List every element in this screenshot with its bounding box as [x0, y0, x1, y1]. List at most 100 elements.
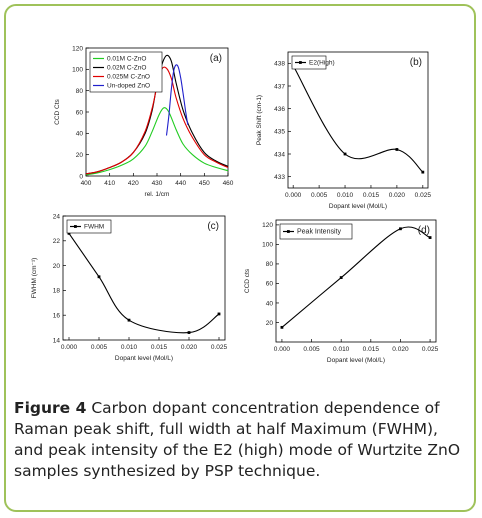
panel-b-legend-box [291, 55, 327, 70]
panel-a-y-tick-label: 120 [72, 45, 83, 52]
panel-a-legend-label: 0.025M C-ZnO [107, 74, 150, 81]
panel-c-data-point [97, 275, 101, 279]
figure-caption: Figure 4 Carbon dopant concentration dep… [14, 398, 464, 482]
panel-d-x-tick-label: 0.015 [363, 346, 380, 353]
panel-a-legend-label: 0.01M C-ZnO [107, 56, 146, 63]
panel-b-label: (b) [410, 57, 422, 68]
panel-b-data-point [343, 152, 347, 156]
panel-c-x-tick-label: 0.020 [181, 344, 198, 351]
panel-a-series-line [165, 64, 189, 136]
panel-c-data-point [67, 231, 71, 235]
panel-c-y-tick-label: 14 [53, 337, 61, 344]
panel-c-x-tick-label: 0.000 [61, 344, 78, 351]
panel-b-legend-label: E2(High) [309, 60, 335, 67]
panel-d-axes-frame [275, 219, 437, 343]
panel-c-label: (c) [207, 221, 219, 232]
panel-b-x-axis-label: Dopant level (Mol/L) [329, 203, 387, 210]
panel-d-y-tick-label: 60 [266, 281, 274, 288]
panel-c-y-tick-label: 18 [53, 288, 61, 295]
panel-c-y-tick-label: 16 [53, 313, 61, 320]
panel-a-y-tick-label: 40 [76, 131, 84, 138]
panel-d-data-point [280, 325, 284, 329]
panel-b-x-tick-label: 0.025 [415, 192, 432, 199]
panel-c-x-tick-label: 0.005 [91, 344, 108, 351]
panel-a-series-line [85, 107, 229, 176]
panel-d-x-tick-label: 0.010 [333, 346, 350, 353]
figure-4-charts: 400 410 420 430 440 450 460 0 20 40 60 80 100 120 rel.… [31, 45, 439, 364]
figure-frame [4, 4, 476, 512]
panel-c-y-tick-label: 20 [53, 263, 61, 270]
panel-d-x-axis-label: Dopant level (Mol/L) [327, 357, 385, 364]
panel-b-x-tick-label: 0.005 [311, 192, 328, 199]
panel-a-y-tick-label: 0 [79, 173, 83, 180]
panel-a-x-axis-label: rel. 1/cm [145, 191, 170, 198]
panel-b-y-tick-label: 436 [274, 106, 285, 113]
panel-a-y-tick-label: 20 [76, 152, 84, 159]
panel-d-legend-box [279, 223, 353, 240]
panel-b-y-tick-label: 435 [274, 129, 285, 136]
panel-a-x-tick-label: 430 [152, 180, 163, 187]
panel-b-x-tick-label: 0.015 [363, 192, 380, 199]
panel-d-data-point [399, 227, 402, 231]
caption-label: Figure 4 [14, 399, 87, 417]
panel-d-legend-marker [287, 230, 290, 233]
panel-d-y-tick-label: 100 [262, 242, 273, 249]
panel-d-y-tick-label: 120 [262, 222, 273, 229]
panel-c-data-point [187, 331, 191, 334]
panel-c-y-tick-label: 22 [53, 238, 61, 245]
panel-c-data-point [217, 312, 221, 316]
panel-b-axes-frame [287, 51, 429, 189]
panel-b-y-tick-label: 433 [274, 174, 285, 181]
panel-a-x-tick-label: 420 [128, 180, 139, 187]
panel-a-legend-label: 0.02M C-ZnO [107, 65, 146, 72]
panel-c-y-tick-label: 24 [53, 213, 61, 220]
panel-a-legend-label: Un-doped ZnO [107, 83, 150, 90]
panel-d-data-point [339, 276, 343, 279]
panel-a-label: (a) [210, 53, 222, 64]
panel-c-x-tick-label: 0.015 [151, 344, 168, 351]
panel-d-series-line [281, 226, 431, 328]
panel-c-x-axis-label: Dopant level (Mol/L) [115, 355, 173, 362]
panel-b-y-tick-label: 437 [274, 83, 285, 90]
panel-a-x-tick-label: 460 [223, 180, 234, 187]
panel-c-legend-label: FWHM [84, 224, 104, 231]
panel-d-data-point [428, 236, 432, 239]
panel-a-y-axis-label: CCD Cts [54, 98, 61, 124]
panel-d-x-tick-label: 0.020 [392, 346, 409, 353]
panel-d-y-tick-label: 20 [266, 320, 274, 327]
panel-b-legend-marker [299, 61, 302, 64]
panel-a-y-tick-label: 100 [72, 67, 83, 74]
panel-c-x-tick-label: 0.010 [121, 344, 138, 351]
panel-a-y-tick-label: 80 [76, 88, 84, 95]
panel-c-axes-frame [62, 215, 226, 341]
panel-c-legend-box [66, 219, 112, 234]
panel-d-label: (d) [418, 225, 430, 236]
panel-c-data-point [127, 318, 131, 322]
panel-d-legend-label: Peak Intensity [297, 229, 341, 236]
panel-d-x-tick-label: 0.025 [422, 346, 439, 353]
panel-b-x-tick-label: 0.010 [337, 192, 354, 199]
caption-text: Carbon dopant concentration dependence o… [14, 399, 461, 480]
panel-c-y-axis-label: FWHM (cm⁻¹) [31, 258, 38, 299]
panel-b-y-tick-label: 438 [274, 61, 285, 68]
panel-a-y-tick-label: 60 [76, 109, 84, 116]
panel-d-x-tick-label: 0.000 [274, 346, 291, 353]
panel-a-x-tick-label: 410 [104, 180, 115, 187]
panel-b-series-line [292, 65, 424, 173]
panel-c-legend-marker [74, 225, 77, 228]
panel-d-y-axis-label: CCD cts [244, 268, 251, 293]
panel-b-y-tick-label: 434 [274, 151, 285, 158]
panel-a-x-tick-label: 450 [199, 180, 210, 187]
panel-b-y-axis-label: Peak Shift (cm-1) [256, 95, 263, 145]
panel-d-x-tick-label: 0.005 [303, 346, 320, 353]
panel-a-x-tick-label: 440 [175, 180, 186, 187]
panel-d-y-tick-label: 40 [266, 300, 274, 307]
panel-b-data-point [395, 148, 399, 151]
panel-b-x-tick-label: 0.020 [389, 192, 406, 199]
panel-c-x-tick-label: 0.025 [211, 344, 228, 351]
panel-a-x-tick-label: 400 [81, 180, 92, 187]
panel-c-series-line [68, 233, 220, 334]
panel-d-y-tick-label: 80 [266, 261, 274, 268]
panel-b-data-point [421, 170, 425, 174]
panel-b-x-tick-label: 0.000 [285, 192, 302, 199]
